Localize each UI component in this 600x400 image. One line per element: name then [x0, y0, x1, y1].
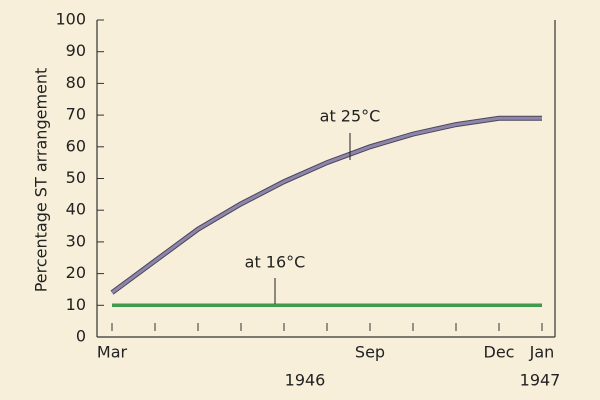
year-label: 1946 — [285, 371, 326, 390]
x-tick-label: Mar — [97, 343, 128, 362]
series-label: at 25°C — [320, 107, 381, 126]
y-tick-label: 30 — [66, 231, 86, 250]
year-label: 1947 — [520, 371, 561, 390]
y-tick-label: 10 — [66, 295, 86, 314]
y-tick-label: 0 — [76, 327, 86, 346]
y-tick-label: 60 — [66, 136, 86, 155]
y-tick-label: 90 — [66, 41, 86, 60]
y-tick-label: 40 — [66, 200, 86, 219]
x-tick-label: Dec — [484, 343, 515, 362]
series-line — [111, 116, 542, 294]
x-tick-label: Sep — [355, 343, 385, 362]
y-tick-label: 80 — [66, 73, 86, 92]
y-tick-label: 20 — [66, 263, 86, 282]
y-axis-label: Percentage ST arrangement — [32, 68, 51, 293]
y-tick-label: 50 — [66, 168, 86, 187]
series-label: at 16°C — [245, 253, 306, 272]
x-tick-label: Jan — [529, 343, 555, 362]
y-tick-label: 70 — [66, 105, 86, 124]
y-tick-label: 100 — [55, 10, 86, 29]
